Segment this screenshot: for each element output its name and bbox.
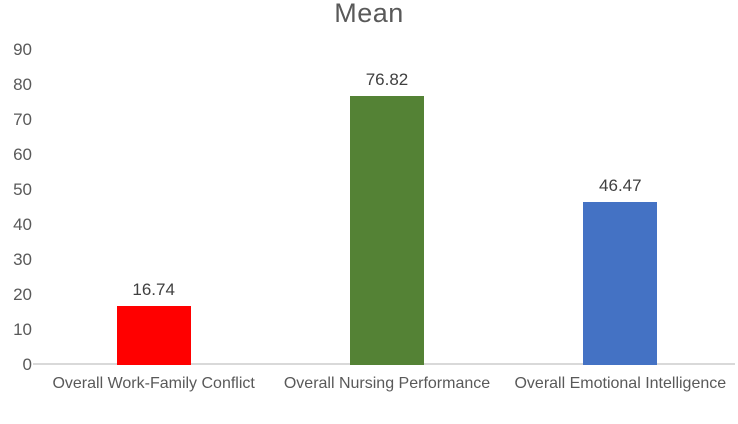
category-label-overall-emotional-intelligence: Overall Emotional Intelligence <box>514 375 727 392</box>
y-tick-label-70: 70 <box>13 110 32 129</box>
category-label-overall-nursing-performance: Overall Nursing Performance <box>283 375 491 392</box>
y-tick-label-30: 30 <box>13 250 32 269</box>
bar-overall-emotional-intelligence <box>583 202 658 365</box>
value-label-overall-nursing-performance: 76.82 <box>365 70 409 90</box>
y-tick-label-20: 20 <box>13 285 32 304</box>
y-tick-label-60: 60 <box>13 145 32 164</box>
y-tick-label-80: 80 <box>13 75 32 94</box>
chart-title: Mean <box>334 0 404 28</box>
y-tick-label-40: 40 <box>13 215 32 234</box>
y-tick-label-50: 50 <box>13 180 32 199</box>
value-label-overall-emotional-intelligence: 46.47 <box>599 176 642 196</box>
value-label-overall-work-family-conflict: 16.74 <box>132 280 175 300</box>
y-tick-label-90: 90 <box>13 40 32 59</box>
bar-overall-work-family-conflict <box>116 306 191 365</box>
y-tick-label-10: 10 <box>13 320 32 339</box>
category-label-overall-work-family-conflict: Overall Work-Family Conflict <box>52 375 255 392</box>
y-tick-label-0: 0 <box>22 355 32 374</box>
bar-overall-nursing-performance <box>350 96 424 365</box>
